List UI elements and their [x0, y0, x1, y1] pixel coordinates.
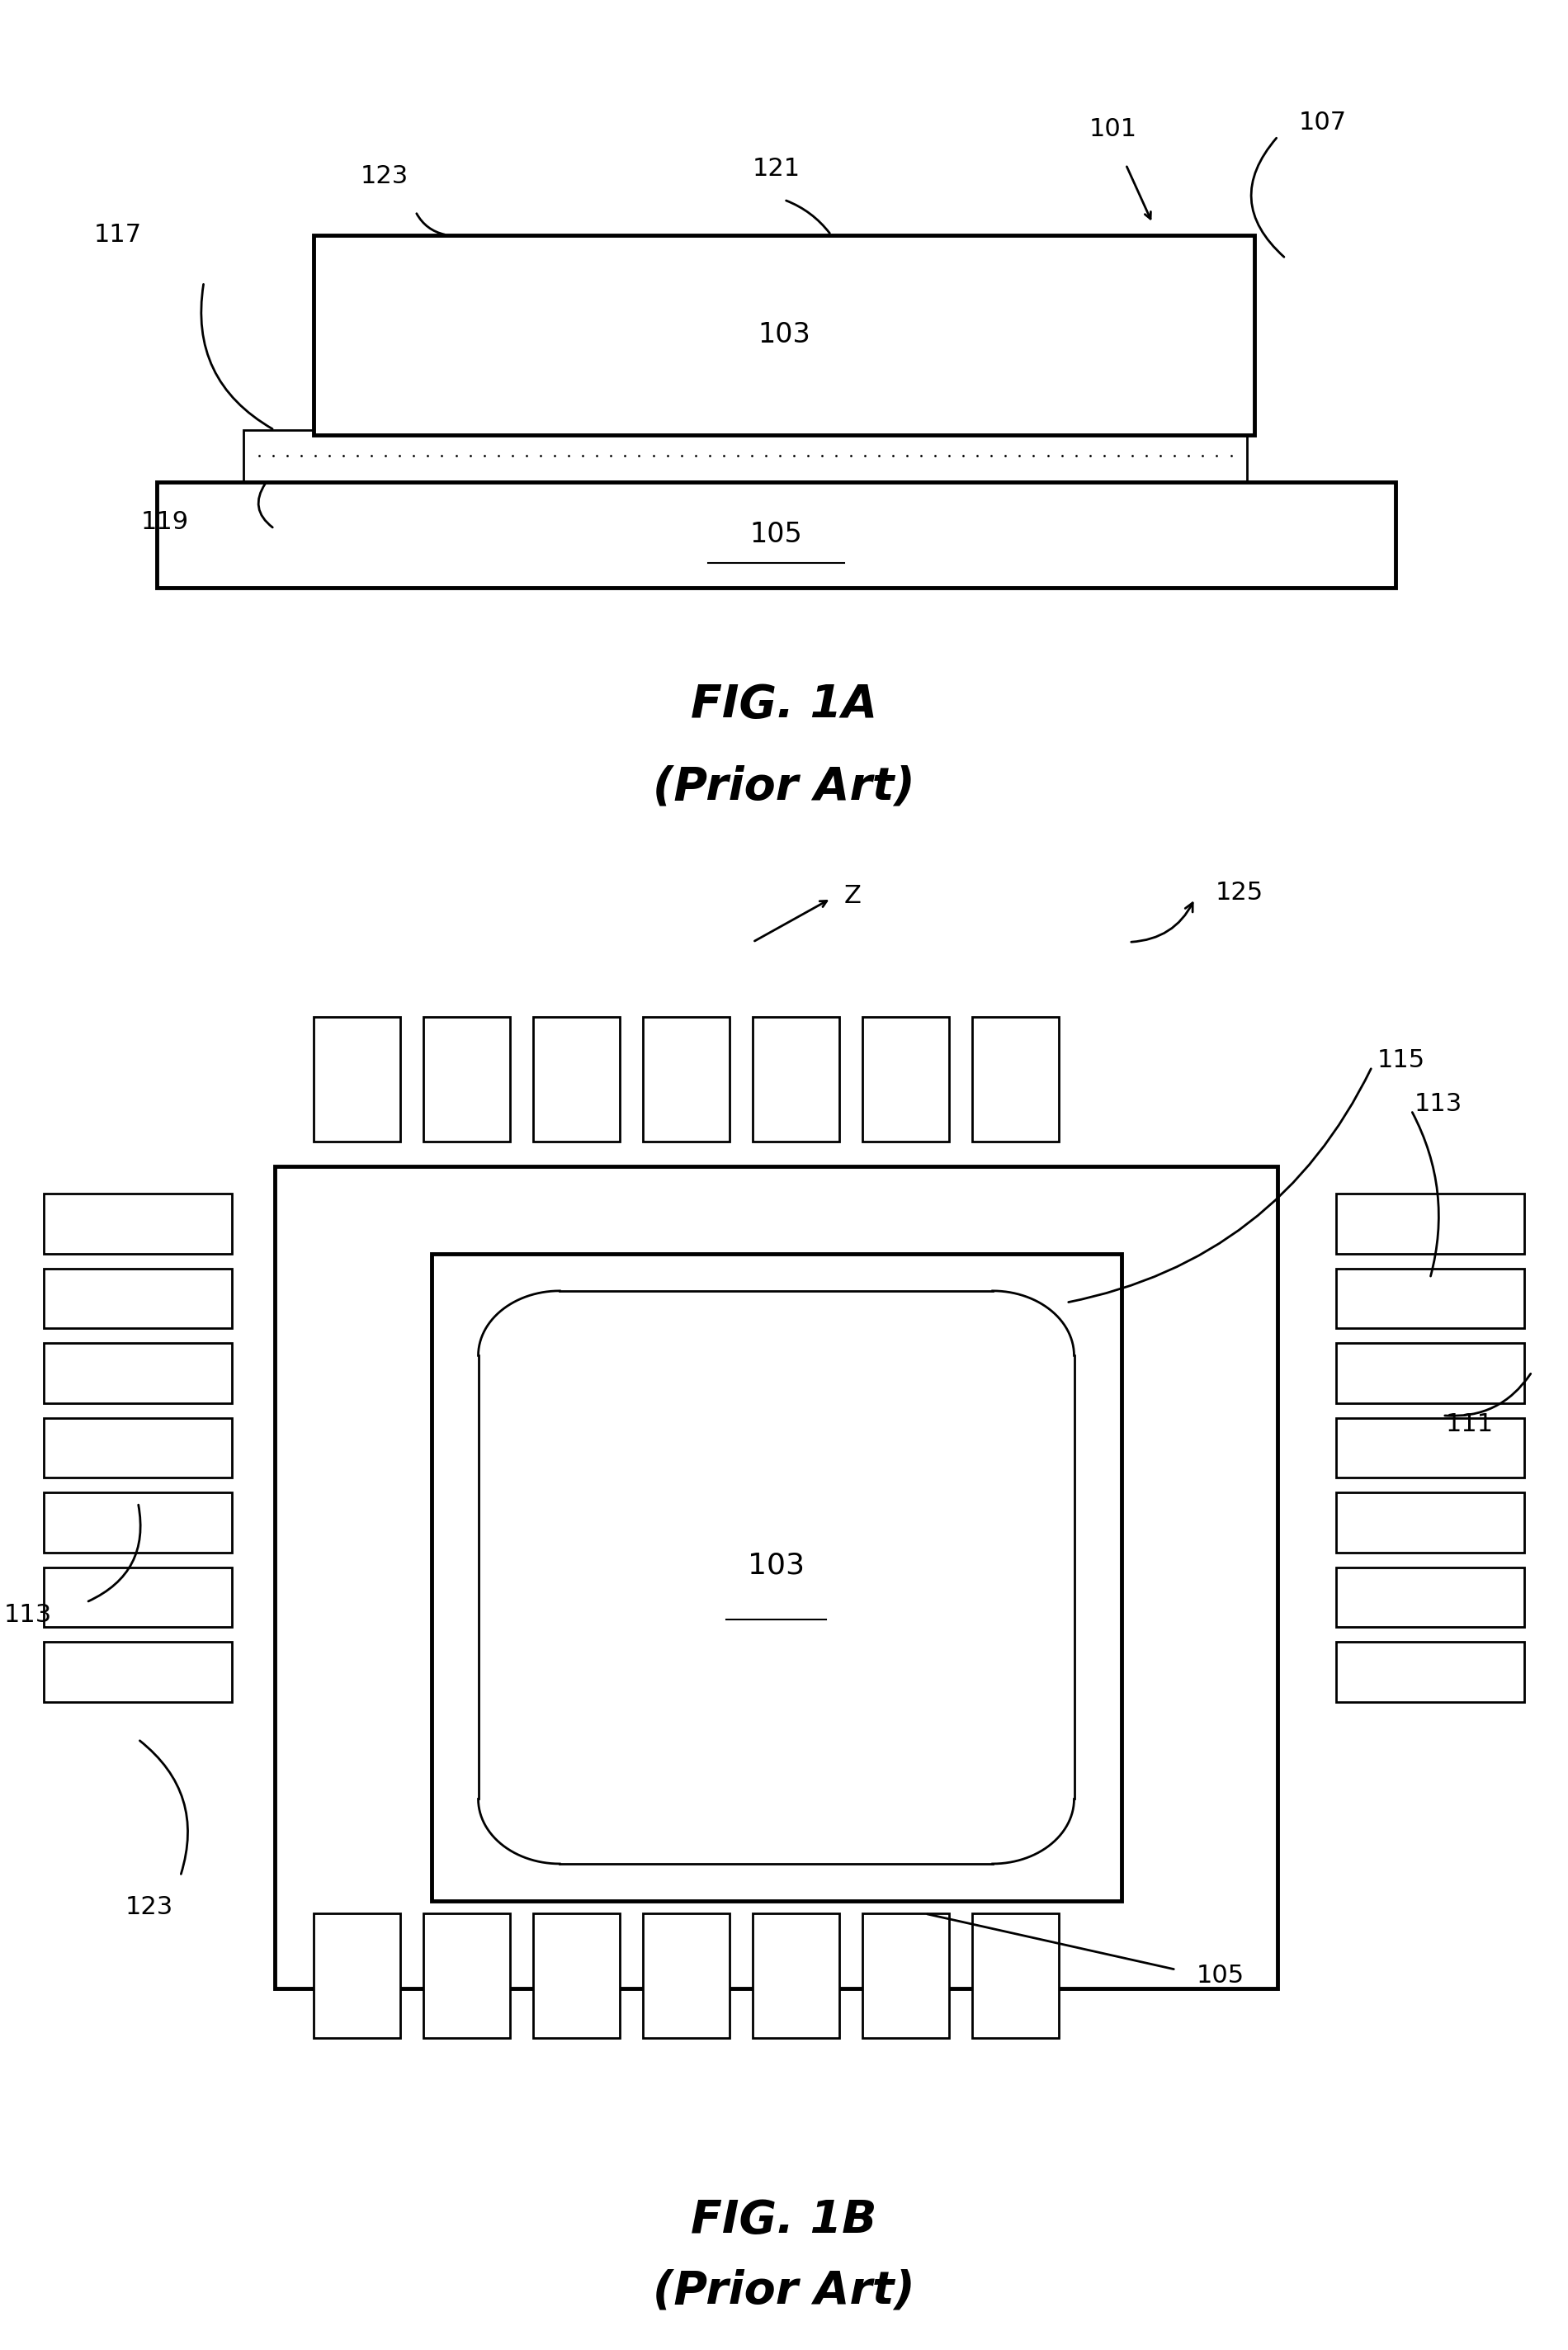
Text: (Prior Art): (Prior Art) — [652, 2270, 916, 2312]
Bar — [44, 1269, 232, 1328]
Bar — [862, 1913, 949, 2037]
Bar — [274, 1166, 1278, 1988]
Bar — [1336, 1492, 1524, 1553]
Bar — [423, 1018, 510, 1142]
Bar — [1336, 1344, 1524, 1403]
Bar — [533, 1018, 619, 1142]
Text: 103: 103 — [757, 322, 811, 348]
Bar — [533, 1913, 619, 2037]
Bar — [44, 1344, 232, 1403]
Bar — [643, 1018, 729, 1142]
Bar — [1336, 1269, 1524, 1328]
Text: (Prior Art): (Prior Art) — [652, 766, 916, 808]
Text: 111: 111 — [1446, 1412, 1494, 1436]
Bar — [243, 430, 1247, 482]
Bar — [972, 1913, 1058, 2037]
Text: 103: 103 — [748, 1551, 804, 1579]
Bar — [643, 1913, 729, 2037]
Bar — [314, 235, 1254, 435]
Bar — [44, 1417, 232, 1478]
Text: 123: 123 — [125, 1896, 172, 1920]
Bar — [1336, 1643, 1524, 1701]
Text: 105: 105 — [750, 522, 803, 548]
Bar — [431, 1253, 1121, 1901]
Text: FIG. 1A: FIG. 1A — [690, 684, 878, 726]
Text: FIG. 1B: FIG. 1B — [691, 2200, 877, 2242]
Text: 119: 119 — [141, 510, 188, 533]
Bar — [157, 482, 1396, 588]
Text: 123: 123 — [361, 165, 408, 188]
Bar — [1336, 1567, 1524, 1626]
Text: 117: 117 — [94, 223, 141, 247]
Text: 121: 121 — [753, 157, 800, 181]
Text: 115: 115 — [1377, 1048, 1425, 1072]
Text: Z: Z — [844, 884, 861, 907]
Text: 105: 105 — [1196, 1965, 1245, 1988]
Text: 107: 107 — [1298, 110, 1347, 134]
Bar — [314, 1018, 400, 1142]
Bar — [44, 1567, 232, 1626]
Bar — [44, 1194, 232, 1253]
Bar — [314, 1913, 400, 2037]
Text: 101: 101 — [1090, 118, 1137, 141]
Text: 113: 113 — [1414, 1093, 1463, 1116]
Bar — [1336, 1417, 1524, 1478]
Bar — [423, 1913, 510, 2037]
Bar — [753, 1913, 839, 2037]
Text: 125: 125 — [1215, 881, 1264, 905]
Bar — [753, 1018, 839, 1142]
Bar — [1336, 1194, 1524, 1253]
Text: 113: 113 — [5, 1603, 52, 1626]
Bar — [972, 1018, 1058, 1142]
Bar — [44, 1643, 232, 1701]
Bar — [44, 1492, 232, 1553]
Bar — [862, 1018, 949, 1142]
